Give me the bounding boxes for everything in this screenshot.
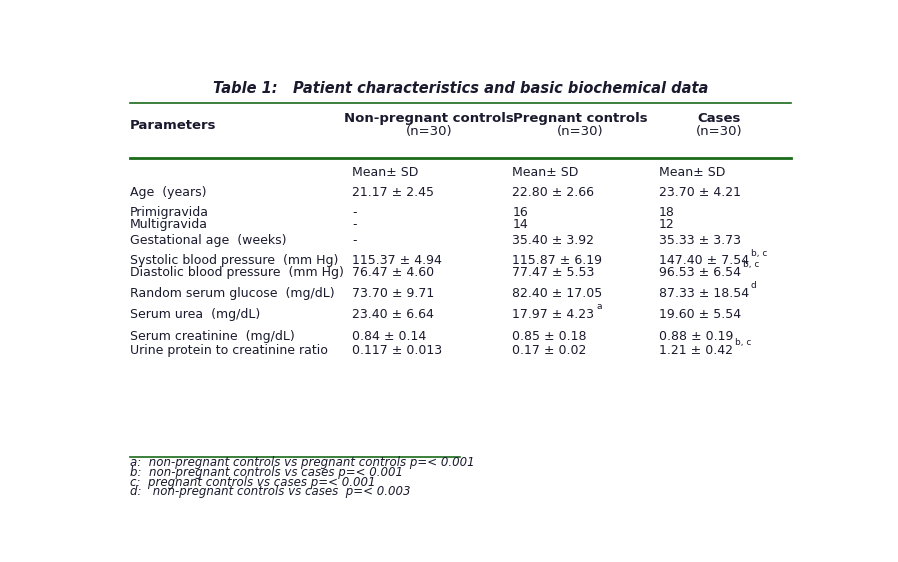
Text: Serum urea  (mg/dL): Serum urea (mg/dL) — [129, 307, 260, 320]
Text: 96.53 ± 6.54: 96.53 ± 6.54 — [658, 266, 741, 279]
Text: -: - — [352, 217, 357, 230]
Text: Age  (years): Age (years) — [129, 185, 207, 198]
Text: 22.80 ± 2.66: 22.80 ± 2.66 — [513, 185, 594, 198]
Text: 115.37 ± 4.94: 115.37 ± 4.94 — [352, 255, 442, 268]
Text: 0.117 ± 0.013: 0.117 ± 0.013 — [352, 344, 443, 357]
Text: 0.88 ± 0.19: 0.88 ± 0.19 — [658, 330, 733, 343]
Text: Urine protein to creatinine ratio: Urine protein to creatinine ratio — [129, 344, 328, 357]
Text: 14: 14 — [513, 217, 528, 230]
Text: -: - — [352, 206, 357, 219]
Text: 1.21 ± 0.42: 1.21 ± 0.42 — [658, 344, 733, 357]
Text: (n=30): (n=30) — [557, 125, 603, 138]
Text: b, c: b, c — [735, 338, 751, 347]
Text: a:  non-pregnant controls vs pregnant controls p=< 0.001: a: non-pregnant controls vs pregnant con… — [129, 456, 474, 469]
Text: Systolic blood pressure  (mm Hg): Systolic blood pressure (mm Hg) — [129, 255, 338, 268]
Text: 21.17 ± 2.45: 21.17 ± 2.45 — [352, 185, 435, 198]
Text: (n=30): (n=30) — [696, 125, 743, 138]
Text: 23.70 ± 4.21: 23.70 ± 4.21 — [658, 185, 741, 198]
Text: 77.47 ± 5.53: 77.47 ± 5.53 — [513, 266, 594, 279]
Text: Non-pregnant controls: Non-pregnant controls — [344, 112, 514, 125]
Text: b, c: b, c — [751, 248, 767, 257]
Text: 35.33 ± 3.73: 35.33 ± 3.73 — [658, 234, 741, 247]
Text: 87.33 ± 18.54: 87.33 ± 18.54 — [658, 287, 749, 300]
Text: b:  non-pregnant controls vs cases p=< 0.001: b: non-pregnant controls vs cases p=< 0.… — [129, 465, 402, 479]
Text: Primigravida: Primigravida — [129, 206, 208, 219]
Text: 0.17 ± 0.02: 0.17 ± 0.02 — [513, 344, 586, 357]
Text: Gestational age  (weeks): Gestational age (weeks) — [129, 234, 286, 247]
Text: 18: 18 — [658, 206, 674, 219]
Text: Serum creatinine  (mg/dL): Serum creatinine (mg/dL) — [129, 330, 295, 343]
Text: Mean± SD: Mean± SD — [513, 166, 579, 179]
Text: 147.40 ± 7.54: 147.40 ± 7.54 — [658, 255, 749, 268]
Text: d:   non-pregnant controls vs cases  p=< 0.003: d: non-pregnant controls vs cases p=< 0.… — [129, 486, 410, 498]
Text: 73.70 ± 9.71: 73.70 ± 9.71 — [352, 287, 435, 300]
Text: 0.85 ± 0.18: 0.85 ± 0.18 — [513, 330, 587, 343]
Text: 23.40 ± 6.64: 23.40 ± 6.64 — [352, 307, 435, 320]
Text: (n=30): (n=30) — [406, 125, 453, 138]
Text: a: a — [596, 302, 602, 311]
Text: Parameters: Parameters — [129, 119, 216, 132]
Text: d: d — [751, 281, 756, 290]
Text: Multigravida: Multigravida — [129, 217, 207, 230]
Text: 35.40 ± 3.92: 35.40 ± 3.92 — [513, 234, 594, 247]
Text: 12: 12 — [658, 217, 674, 230]
Text: 0.84 ± 0.14: 0.84 ± 0.14 — [352, 330, 427, 343]
Text: Mean± SD: Mean± SD — [658, 166, 725, 179]
Text: Random serum glucose  (mg/dL): Random serum glucose (mg/dL) — [129, 287, 334, 300]
Text: Mean± SD: Mean± SD — [352, 166, 418, 179]
Text: b, c: b, c — [743, 260, 759, 269]
Text: 76.47 ± 4.60: 76.47 ± 4.60 — [352, 266, 435, 279]
Text: Pregnant controls: Pregnant controls — [513, 112, 647, 125]
Text: -: - — [352, 234, 357, 247]
Text: 17.97 ± 4.23: 17.97 ± 4.23 — [513, 307, 594, 320]
Text: Table 1:   Patient characteristics and basic biochemical data: Table 1: Patient characteristics and bas… — [213, 81, 708, 96]
Text: c:  pregnant controls vs cases p=< 0.001: c: pregnant controls vs cases p=< 0.001 — [129, 475, 375, 488]
Text: Cases: Cases — [698, 112, 741, 125]
Text: Diastolic blood pressure  (mm Hg): Diastolic blood pressure (mm Hg) — [129, 266, 344, 279]
Text: 115.87 ± 6.19: 115.87 ± 6.19 — [513, 255, 603, 268]
Text: 19.60 ± 5.54: 19.60 ± 5.54 — [658, 307, 741, 320]
Text: 82.40 ± 17.05: 82.40 ± 17.05 — [513, 287, 603, 300]
Text: 16: 16 — [513, 206, 528, 219]
